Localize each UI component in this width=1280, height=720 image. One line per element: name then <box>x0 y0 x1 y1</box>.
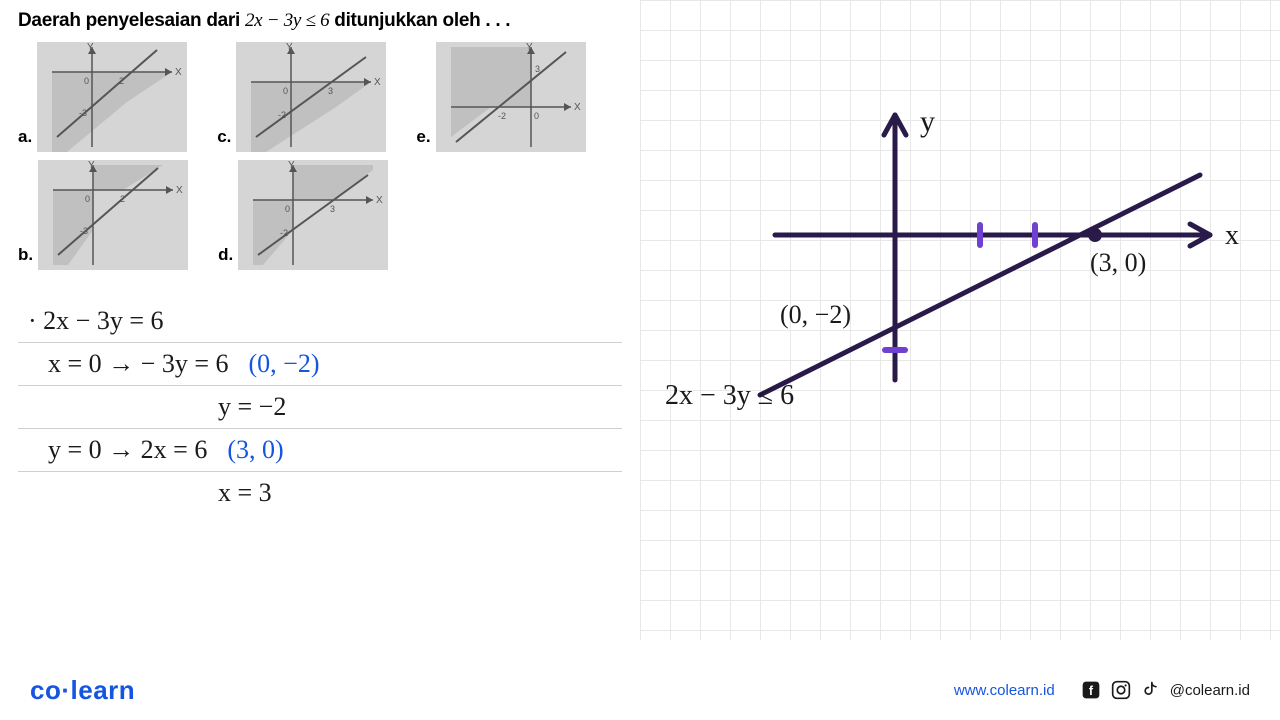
svg-text:X: X <box>175 67 182 78</box>
logo-dot: · <box>61 675 70 705</box>
logo: co·learn <box>30 675 135 706</box>
social-links: f @colearn.id <box>1080 679 1250 701</box>
hw-line-2: x = 0 → − 3y = 6 (0, −2) <box>18 343 622 386</box>
logo-part-1: co <box>30 675 61 705</box>
svg-text:-3: -3 <box>80 226 88 236</box>
footer-right: www.colearn.id f @colearn.id <box>954 679 1250 701</box>
options-row-2: b. Y X 0 2 -3 <box>18 160 622 270</box>
hw-line-5: x = 3 <box>18 472 622 514</box>
svg-text:3: 3 <box>330 204 335 214</box>
graph-y-label: y <box>920 105 935 139</box>
option-label-b: b. <box>18 245 33 265</box>
svg-text:X: X <box>374 77 381 88</box>
handwriting-block: · 2x − 3y = 6 x = 0 → − 3y = 6 (0, −2) y… <box>18 300 622 514</box>
option-label-c: c. <box>217 127 231 147</box>
hw-line-2b: (0, −2) <box>249 349 320 379</box>
svg-text:-2: -2 <box>278 110 286 120</box>
svg-text:2: 2 <box>119 76 124 86</box>
website-link[interactable]: www.colearn.id <box>954 682 1055 699</box>
option-e: e. Y X 0 -2 3 <box>416 42 585 152</box>
left-panel: Daerah penyelesaian dari 2x − 3y ≤ 6 dit… <box>0 0 640 640</box>
graph-x-label: x <box>1225 220 1239 252</box>
logo-part-2: learn <box>71 675 136 705</box>
svg-text:X: X <box>376 195 383 206</box>
instagram-icon[interactable] <box>1110 679 1132 701</box>
svg-text:Y: Y <box>286 42 293 53</box>
svg-text:Y: Y <box>88 160 95 171</box>
question-title: Daerah penyelesaian dari 2x − 3y ≤ 6 dit… <box>18 10 622 32</box>
option-c: c. Y X 0 3 -2 <box>217 42 386 152</box>
graph-ineq: 2x − 3y ≤ 6 <box>665 380 794 412</box>
thumb-a: Y X 0 2 -3 <box>37 42 187 152</box>
facebook-icon[interactable]: f <box>1080 679 1102 701</box>
hw-line-3: y = −2 <box>18 386 622 429</box>
option-label-a: a. <box>18 127 32 147</box>
option-label-e: e. <box>416 127 430 147</box>
svg-text:Y: Y <box>87 42 94 53</box>
thumb-d: Y X 0 3 -2 <box>238 160 388 270</box>
question-suffix: ditunjukkan oleh . . . <box>329 10 510 31</box>
option-a: a. Y X 0 2 -3 <box>18 42 187 152</box>
svg-text:0: 0 <box>285 204 290 214</box>
question-math: 2x − 3y ≤ 6 <box>245 10 329 31</box>
svg-text:-2: -2 <box>280 228 288 238</box>
svg-text:Y: Y <box>526 42 533 53</box>
hw-line-4b: (3, 0) <box>227 435 283 465</box>
hw-line-4a: y = 0 → 2x = 6 <box>48 435 207 465</box>
hw-line-2a: x = 0 → − 3y = 6 <box>48 349 229 379</box>
svg-text:0: 0 <box>534 111 539 121</box>
thumb-b: Y X 0 2 -3 <box>38 160 188 270</box>
right-panel: y x (3, 0) (0, −2) 2x − 3y ≤ 6 <box>640 0 1280 640</box>
handdrawn-graph <box>640 0 1280 640</box>
graph-point-2: (3, 0) <box>1090 248 1146 278</box>
option-b: b. Y X 0 2 -3 <box>18 160 188 270</box>
svg-text:3: 3 <box>535 64 540 74</box>
tiktok-icon[interactable] <box>1140 679 1162 701</box>
svg-text:0: 0 <box>84 76 89 86</box>
graph-point-1: (0, −2) <box>780 300 851 330</box>
options-row-1: a. Y X 0 2 -3 <box>18 42 622 152</box>
svg-text:0: 0 <box>85 194 90 204</box>
svg-text:X: X <box>574 102 581 113</box>
option-label-d: d. <box>218 245 233 265</box>
thumb-c: Y X 0 3 -2 <box>236 42 386 152</box>
question-prefix: Daerah penyelesaian dari <box>18 10 245 31</box>
footer: co·learn www.colearn.id f @colearn.id <box>0 660 1280 720</box>
hw-line-4: y = 0 → 2x = 6 (3, 0) <box>18 429 622 472</box>
svg-text:-3: -3 <box>79 108 87 118</box>
social-handle: @colearn.id <box>1170 682 1250 699</box>
svg-text:2: 2 <box>120 194 125 204</box>
svg-text:3: 3 <box>328 86 333 96</box>
hw-line-1: · 2x − 3y = 6 <box>18 300 622 343</box>
svg-text:-2: -2 <box>498 111 506 121</box>
option-d: d. Y X 0 3 -2 <box>218 160 388 270</box>
svg-text:0: 0 <box>283 86 288 96</box>
svg-text:Y: Y <box>288 160 295 171</box>
svg-text:X: X <box>176 185 183 196</box>
thumb-e: Y X 0 -2 3 <box>436 42 586 152</box>
